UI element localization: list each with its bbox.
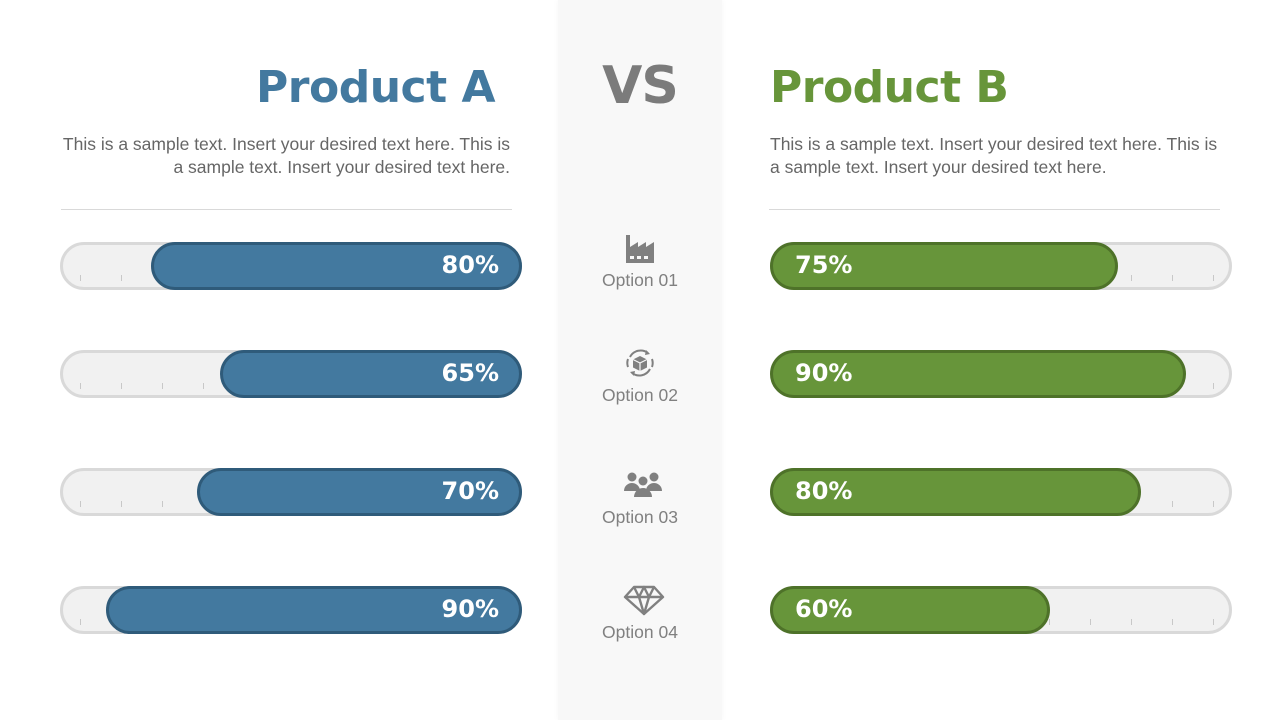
product-b-bar-track: 90%: [770, 350, 1232, 398]
tick-mark: [1171, 275, 1173, 281]
option-label: Option 03: [602, 507, 678, 527]
product-b-bar-fill: 75%: [770, 242, 1118, 290]
tick-mark: [162, 383, 164, 389]
product-a-description: This is a sample text. Insert your desir…: [62, 134, 510, 177]
diamond-icon: [622, 582, 665, 618]
product-a-percent: 65%: [441, 359, 499, 387]
tick-mark: [121, 501, 123, 507]
tick-mark: [1171, 619, 1173, 625]
option-label: Option 02: [602, 385, 678, 405]
product-b-divider: [769, 209, 1220, 210]
product-a-bar-track: 70%: [60, 468, 522, 516]
tick-mark: [1213, 383, 1214, 389]
team-icon: [622, 467, 662, 503]
product-b-percent: 90%: [795, 359, 853, 387]
product-b-description: This is a sample text. Insert your desir…: [770, 134, 1218, 177]
product-b-percent: 60%: [795, 595, 853, 623]
option-2: Option 02: [558, 345, 722, 406]
option-label: Option 04: [602, 622, 678, 642]
product-a-bar-fill: 70%: [197, 468, 522, 516]
product-a-bar-fill: 90%: [106, 586, 522, 634]
product-b-bar-fill: 80%: [770, 468, 1141, 516]
product-a-bar-track: 90%: [60, 586, 522, 634]
tick-mark: [1213, 619, 1214, 625]
tick-mark: [1048, 619, 1050, 625]
option-3: Option 03: [558, 467, 722, 528]
tick-mark: [121, 383, 123, 389]
product-a-bar-fill: 65%: [220, 350, 522, 398]
factory-icon: [622, 230, 658, 266]
product-a-title: Product A: [256, 62, 495, 113]
option-1: Option 01: [558, 230, 722, 291]
product-b-bar-fill: 90%: [770, 350, 1186, 398]
package-cycle-icon: [622, 345, 658, 381]
product-b-bar-track: 60%: [770, 586, 1232, 634]
option-4: Option 04: [558, 582, 722, 643]
product-b-title: Product B: [770, 62, 1009, 113]
tick-mark: [1130, 619, 1132, 625]
tick-mark: [80, 619, 81, 625]
product-a-divider: [61, 209, 512, 210]
product-a-percent: 80%: [441, 251, 499, 279]
product-a-percent: 70%: [441, 477, 499, 505]
product-a-percent: 90%: [441, 595, 499, 623]
tick-mark: [80, 275, 81, 281]
tick-mark: [1089, 619, 1091, 625]
tick-mark: [1171, 501, 1173, 507]
tick-mark: [1213, 501, 1214, 507]
product-b-percent: 75%: [795, 251, 853, 279]
product-b-bar-track: 75%: [770, 242, 1232, 290]
option-label: Option 01: [602, 270, 678, 290]
tick-mark: [1213, 275, 1214, 281]
tick-mark: [80, 501, 81, 507]
product-b-bar-track: 80%: [770, 468, 1232, 516]
product-a-bar-track: 80%: [60, 242, 522, 290]
tick-mark: [80, 383, 81, 389]
product-b-percent: 80%: [795, 477, 853, 505]
tick-mark: [121, 275, 123, 281]
tick-mark: [203, 383, 205, 389]
product-a-bar-fill: 80%: [151, 242, 522, 290]
vs-label: VS: [602, 56, 679, 116]
tick-mark: [1130, 275, 1132, 281]
product-a-bar-track: 65%: [60, 350, 522, 398]
product-b-bar-fill: 60%: [770, 586, 1050, 634]
tick-mark: [162, 501, 164, 507]
